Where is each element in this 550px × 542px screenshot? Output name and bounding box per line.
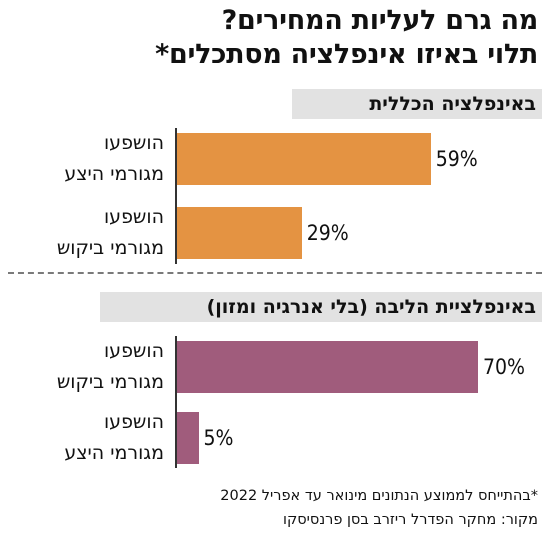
category-label-line: מגורמי היצע <box>64 163 164 185</box>
bar-value-label: 59% <box>435 147 478 171</box>
title-line-2: תלוי באיזו אינפלציה מסתכלים* <box>155 39 538 70</box>
bar-value-label: 5% <box>203 426 234 450</box>
title-line-1: מה גרם לעליות המחירים? <box>221 5 539 36</box>
bar-value-label: 29% <box>306 221 349 245</box>
bar <box>177 412 199 464</box>
footnote-date-range: *בהתייחס לממוצע הנתונים מינואר עד אפריל … <box>220 488 538 504</box>
category-label-line: מגורמי היצע <box>64 442 164 464</box>
category-label: הושפעו מגורמי ביקוש <box>4 336 164 398</box>
section-header-core-inflation: באינפלציית הליבה (בלי אנרגיה ומזון) <box>100 292 542 322</box>
category-label: הושפעו מגורמי ביקוש <box>4 202 164 264</box>
category-label: הושפעו מגורמי היצע <box>4 407 164 469</box>
category-label-line: מגורמי ביקוש <box>56 237 164 259</box>
chart-title: מה גרם לעליות המחירים? תלוי באיזו אינפלצ… <box>12 4 538 72</box>
category-label-line: מגורמי ביקוש <box>56 371 164 393</box>
bar <box>177 207 302 259</box>
footnote-source: מקור: מחקר הפדרל ריזרב בסן פרנסיסקו <box>283 512 538 528</box>
axis-baseline <box>175 128 177 264</box>
axis-baseline <box>175 336 177 468</box>
category-label-line: הושפעו <box>104 411 164 433</box>
category-label-line: הושפעו <box>104 340 164 362</box>
category-label-line: הושפעו <box>104 206 164 228</box>
section-divider <box>8 272 542 274</box>
bar <box>177 133 431 185</box>
section-header-general-inflation: באינפלציה הכללית <box>292 89 542 119</box>
bar <box>177 341 478 393</box>
category-label: הושפעו מגורמי היצע <box>4 128 164 190</box>
bar-value-label: 70% <box>483 355 525 379</box>
category-label-line: הושפעו <box>104 132 164 154</box>
